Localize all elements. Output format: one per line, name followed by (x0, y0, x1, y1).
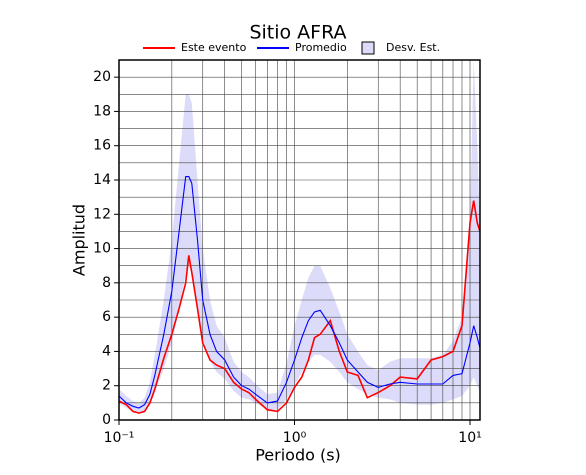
y-axis-label: Amplitud (70, 204, 89, 276)
x-tick-label: 10⁻¹ (104, 430, 135, 446)
legend-label: Desv. Est. (386, 41, 440, 54)
y-tick-label: 8 (102, 275, 111, 291)
y-tick-label: 6 (102, 309, 111, 325)
x-tick-label: 10¹ (458, 430, 481, 446)
y-tick-label: 0 (102, 412, 111, 428)
chart-title: Sitio AFRA (249, 22, 346, 44)
data-line (118, 176, 481, 409)
y-tick-label: 14 (93, 172, 111, 188)
plot-frame (118, 59, 481, 421)
y-tick-label: 12 (93, 206, 111, 222)
data-line (118, 200, 481, 414)
legend-label: Promedio (295, 41, 347, 54)
x-axis-label: Periodo (s) (255, 446, 341, 465)
y-tick-label: 18 (93, 103, 111, 119)
y-tick-label: 16 (93, 138, 111, 154)
y-tick-label: 10 (93, 241, 111, 257)
y-tick-label: 4 (102, 343, 111, 359)
x-tick-label: 10⁰ (283, 430, 307, 446)
legend-label: Este evento (181, 41, 247, 54)
y-tick-label: 20 (93, 69, 111, 85)
std-band (119, 60, 480, 414)
legend-swatch (361, 41, 375, 55)
y-tick-label: 2 (102, 378, 111, 394)
